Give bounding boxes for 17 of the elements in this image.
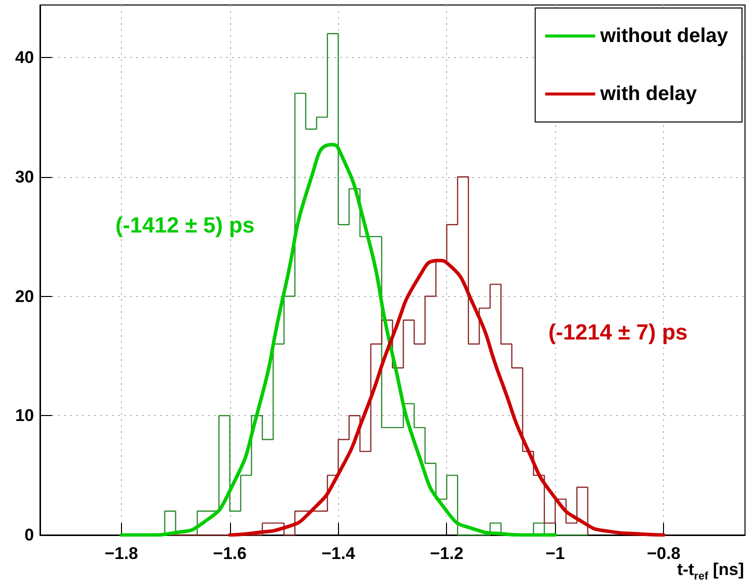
legend-label: without delay: [599, 25, 729, 47]
x-tick-label: −1.6: [213, 544, 247, 563]
annotation: (-1214 ± 7) ps: [548, 320, 688, 344]
legend-label: with delay: [599, 83, 698, 105]
x-tick-label: −1.4: [321, 544, 356, 563]
x-tick-label: −1.2: [430, 544, 464, 563]
annotation: (-1412 ± 5) ps: [115, 212, 255, 238]
y-tick-label: 10: [15, 406, 34, 426]
x-axis-title: t-t$_{ref}$ [ns]: [677, 560, 744, 582]
y-tick-label: 40: [15, 48, 34, 68]
x-tick-label: −1.8: [104, 544, 138, 563]
x-tick-label: −1: [545, 544, 565, 563]
y-tick-label: 20: [15, 286, 34, 306]
y-tick-label: 30: [15, 167, 34, 186]
x-tick-label: −0.8: [646, 544, 680, 563]
line-series: [228, 258, 666, 537]
y-tick-label: 0: [24, 526, 34, 544]
